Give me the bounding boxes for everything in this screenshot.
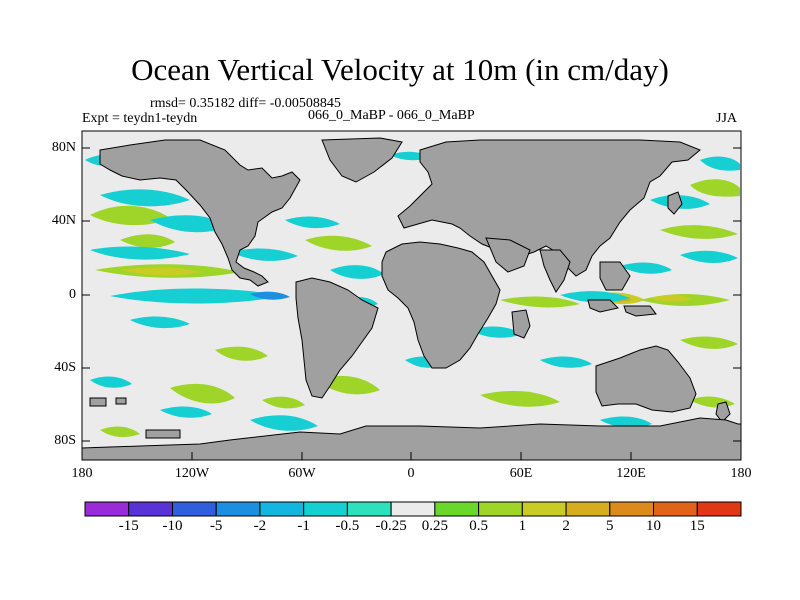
anomaly-patch [250,415,318,431]
anomaly-patch [215,346,268,361]
anomaly-patch [110,288,285,304]
colorbar [84,501,742,517]
anomaly-patch [700,156,740,171]
land-mask [81,137,742,461]
anomaly-patch [470,326,522,338]
land-north-america [99,139,301,287]
lon-tick-label: 180 [730,466,752,481]
lon-tick-label: 60E [509,466,533,481]
anomaly-patch [120,234,175,248]
anomaly-patch [480,390,560,407]
colorbar-swatch [128,501,173,517]
colorbar-swatch [390,501,436,517]
land-australia [595,345,697,413]
colorbar-label: 15 [689,518,705,534]
land-pacific-islands [89,397,127,407]
anomaly-patch [330,265,384,279]
colorbar-swatch [215,501,261,517]
anomaly-patch [100,426,140,438]
land-madagascar [511,309,531,339]
colorbar-label: 5 [606,518,614,534]
colorbar-swatch [171,501,217,517]
colorbar-swatch [434,501,480,517]
lon-tick-label: 60W [288,466,316,481]
land-new-zealand [715,401,731,423]
season-label: JJA [716,111,738,126]
colorbar-label: 0.25 [421,518,448,534]
anomaly-patch [690,179,740,197]
lon-tick-label: 0 [407,466,415,481]
colorbar-label: 2 [562,518,570,534]
land-japan [667,191,683,215]
colorbar-swatch [521,501,567,517]
lat-tick-label: 0 [69,287,76,302]
anomaly-patch [250,291,290,300]
anomaly-patch [285,216,340,229]
land-greenland [321,137,403,183]
colorbar-swatch [696,501,742,517]
anomaly-patch [540,356,592,368]
colorbar-label: -5 [209,518,223,534]
colorbar-swatch [303,501,348,517]
anomaly-patch [305,235,372,251]
anomaly-patch [500,296,580,308]
anomaly-patch [100,189,190,207]
anomaly-patch [90,205,170,226]
anomaly-patch [90,246,190,260]
colorbar-label: -0.25 [375,518,407,534]
lat-tick-marks [82,147,741,442]
colorbar-swatch [653,501,698,517]
land-south-america [295,277,379,399]
colorbar-label: -2 [253,518,267,534]
colorbar-swatch [609,501,655,517]
anomaly-patch [262,396,305,409]
anomaly-patch [230,248,298,261]
anomaly-patch [680,250,738,264]
plot-title: Ocean Vertical Velocity at 10m (in cm/da… [131,52,669,87]
lon-tick-marks [81,452,742,460]
lon-tick-label: 120E [616,466,646,481]
colorbar-label: 0.5 [469,518,488,534]
anomaly-patch [680,336,738,349]
anomaly-patch [660,225,738,239]
anomaly-patch [120,267,200,276]
lat-tick-label: 80N [51,140,76,155]
anomaly-patch [130,316,190,329]
colorbar-label: 10 [646,518,662,534]
colorbar-swatch [565,501,611,517]
colorbar-label: -1 [297,518,310,534]
colorbar-label: 1 [518,518,527,534]
anomaly-patch [620,262,672,274]
colorbar-swatch [478,501,523,517]
land-arabia [485,237,531,273]
experiment-label: Expt = teydn1-teydn [82,111,198,126]
land-india [539,249,571,293]
lon-tick-label: 180 [71,466,93,481]
anomaly-patch [90,376,132,388]
colorbar-label: -15 [118,518,139,534]
lat-tick-label: 80S [54,433,76,448]
stats-label: rmsd= 0.35182 diff= -0.00508845 [150,96,341,111]
anomaly-patch [650,295,692,302]
anomaly-patch [160,406,212,418]
lon-tick-label: 120W [174,466,210,481]
map-panel [81,130,742,461]
colorbar-swatch [259,501,305,517]
colorbar-label: -10 [162,518,183,534]
colorbar-swatch [346,501,392,517]
anomaly-patch [560,291,630,303]
colorbar-swatch [84,501,130,517]
period-label: 066_0_MaBP - 066_0_MaBP [308,108,475,123]
land-southeast-asia [599,261,631,291]
colorbar-label: -0.5 [335,518,360,534]
land-indonesia [587,299,657,317]
anomaly-patch [600,416,652,428]
land-africa [381,241,501,369]
anomaly-patch [170,383,235,404]
lat-tick-label: 40S [54,360,76,375]
lat-tick-label: 40N [51,213,76,228]
